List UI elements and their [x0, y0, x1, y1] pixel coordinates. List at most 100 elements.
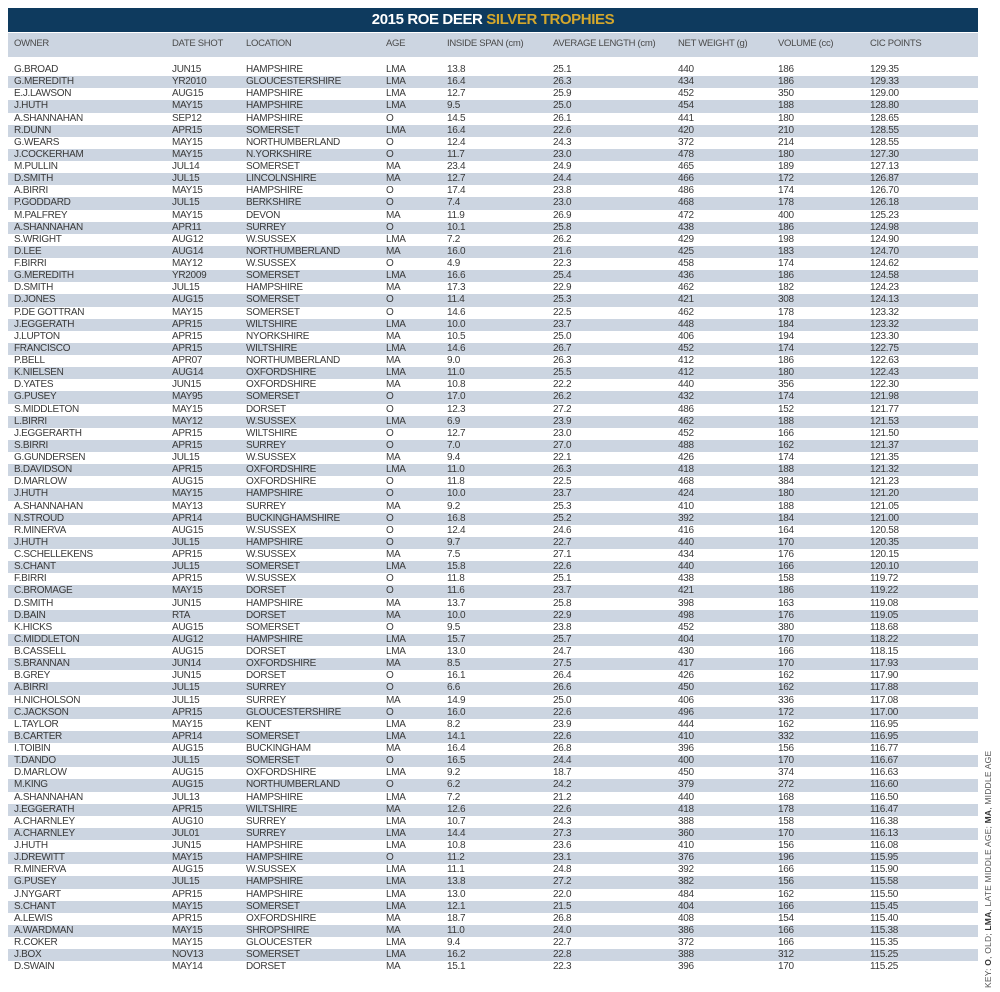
- cell-owner: A.LEWIS: [14, 912, 53, 924]
- cell-cic-points: 121.23: [870, 476, 899, 488]
- cell-volume: 178: [778, 306, 794, 318]
- cell-average-length: 23.0: [553, 148, 572, 160]
- cell-average-length: 22.7: [553, 937, 572, 948]
- cell-owner: M.PALFREY: [14, 209, 68, 221]
- cell-owner: J.NYGART: [14, 888, 61, 900]
- table-row: G.BROAD JUN15 HAMPSHIRE LMA 13.8 25.1 440 186 12…: [8, 64, 978, 76]
- cell-net-weight: 462: [678, 282, 694, 294]
- cell-cic-points: 115.25: [870, 949, 899, 961]
- cell-age: O: [386, 427, 394, 439]
- cell-net-weight: 450: [678, 767, 694, 779]
- cell-inside-span: 9.2: [447, 767, 461, 779]
- cell-location: SOMERSET: [246, 124, 300, 136]
- table-row: A.SHANNAHAN JUL13 HAMPSHIRE LMA 7.2 21.2 440 16…: [8, 792, 978, 804]
- cell-owner: D.SMITH: [14, 282, 54, 294]
- cell-average-length: 27.0: [553, 439, 572, 451]
- cell-date-shot: AUG14: [172, 245, 204, 257]
- cell-owner: J.BOX: [14, 949, 42, 961]
- cell-owner: R.COKER: [14, 937, 58, 948]
- cell-location: HAMPSHIRE: [246, 876, 303, 888]
- cell-average-length: 26.6: [553, 682, 572, 694]
- cell-owner: A.SHANNAHAN: [14, 791, 83, 803]
- cell-net-weight: 421: [678, 585, 694, 597]
- cell-owner: D.JONES: [14, 294, 56, 306]
- cell-cic-points: 117.90: [870, 670, 899, 682]
- cell-age: LMA: [386, 342, 406, 354]
- cell-date-shot: MAY15: [172, 900, 203, 912]
- cell-volume: 166: [778, 561, 794, 573]
- table-row: S.BIRRI APR15 SURREY O 7.0 27.0 488 162 121.37: [8, 439, 978, 452]
- cell-age: LMA: [386, 888, 406, 900]
- cell-volume: 180: [778, 367, 794, 379]
- cell-average-length: 25.8: [553, 221, 572, 233]
- cell-average-length: 26.8: [553, 743, 572, 754]
- cell-volume: 162: [778, 718, 794, 730]
- cell-cic-points: 115.40: [870, 912, 899, 924]
- cell-inside-span: 15.8: [447, 561, 466, 573]
- cell-average-length: 24.4: [553, 755, 572, 767]
- cell-inside-span: 13.8: [447, 876, 466, 888]
- cell-average-length: 27.5: [553, 658, 572, 670]
- cell-age: LMA: [386, 367, 406, 379]
- cell-location: BUCKINGHAM: [246, 743, 311, 754]
- cell-date-shot: MAY15: [172, 488, 203, 500]
- cell-inside-span: 12.3: [447, 403, 466, 415]
- table-row: G.MEREDITH YR2009 SOMERSET LMA 16.6 25.4 436 18…: [8, 270, 978, 283]
- cell-inside-span: 9.5: [447, 100, 461, 112]
- cell-inside-span: 10.7: [447, 815, 466, 827]
- table-row: D.SMITH JUN15 HAMPSHIRE MA 13.7 25.8 398 163 119…: [8, 598, 978, 610]
- cell-date-shot: JUL14: [172, 161, 200, 172]
- cell-net-weight: 396: [678, 961, 694, 973]
- cell-average-length: 25.5: [553, 367, 572, 379]
- cell-location: SURREY: [246, 827, 286, 839]
- cell-average-length: 22.0: [553, 888, 572, 900]
- cell-owner: F.BIRRI: [14, 573, 47, 585]
- cell-cic-points: 116.60: [870, 779, 899, 791]
- cell-age: MA: [386, 500, 401, 512]
- cell-average-length: 22.8: [553, 949, 572, 961]
- cell-date-shot: MAY15: [172, 924, 203, 936]
- table-row: B.DAVIDSON APR15 OXFORDSHIRE LMA 11.0 26.3 418…: [8, 464, 978, 477]
- cell-date-shot: MAY15: [172, 585, 203, 597]
- cell-volume: 180: [778, 112, 794, 124]
- cell-date-shot: JUL15: [172, 197, 200, 209]
- cell-volume: 186: [778, 270, 794, 282]
- cell-location: SOMERSET: [246, 755, 300, 767]
- cell-age: O: [386, 221, 394, 233]
- cell-average-length: 25.8: [553, 597, 572, 609]
- cell-cic-points: 122.75: [870, 342, 899, 354]
- cell-age: LMA: [386, 864, 406, 876]
- cell-net-weight: 478: [678, 148, 694, 160]
- key-label: KEY:: [983, 968, 993, 988]
- cell-net-weight: 429: [678, 233, 694, 245]
- cell-age: MA: [386, 803, 401, 815]
- cell-location: SOMERSET: [246, 294, 300, 306]
- cell-cic-points: 121.50: [870, 427, 899, 439]
- cell-volume: 166: [778, 864, 794, 876]
- cell-net-weight: 436: [678, 270, 694, 282]
- cell-cic-points: 115.95: [870, 852, 899, 864]
- cell-age: MA: [386, 452, 401, 463]
- cell-inside-span: 9.2: [447, 500, 461, 512]
- cell-cic-points: 124.13: [870, 294, 899, 306]
- cell-date-shot: APR15: [172, 573, 203, 585]
- cell-volume: 272: [778, 779, 794, 791]
- cell-owner: H.NICHOLSON: [14, 694, 81, 706]
- cell-average-length: 25.2: [553, 512, 572, 524]
- cell-owner: R.MINERVA: [14, 864, 66, 876]
- cell-average-length: 23.7: [553, 585, 572, 597]
- cell-inside-span: 16.4: [447, 124, 466, 136]
- cell-volume: 164: [778, 524, 794, 536]
- cell-location: SOMERSET: [246, 900, 300, 912]
- cell-net-weight: 438: [678, 573, 694, 585]
- table-header: OWNER DATE SHOT LOCATION AGE INSIDE SPAN (cm…: [8, 33, 978, 57]
- cell-volume: 183: [778, 245, 794, 257]
- cell-owner: J.COCKERHAM: [14, 148, 84, 160]
- cell-cic-points: 117.88: [870, 682, 899, 694]
- cell-owner: J.HUTH: [14, 488, 48, 500]
- table-row: C.MIDDLETON AUG12 HAMPSHIRE LMA 15.7 25.7 404 1…: [8, 633, 978, 646]
- cell-volume: 178: [778, 803, 794, 815]
- table-row: S.BRANNAN JUN14 OXFORDSHIRE MA 8.5 27.5 417 170…: [8, 658, 978, 671]
- cell-age: LMA: [386, 791, 406, 803]
- cell-owner: L.TAYLOR: [14, 718, 59, 730]
